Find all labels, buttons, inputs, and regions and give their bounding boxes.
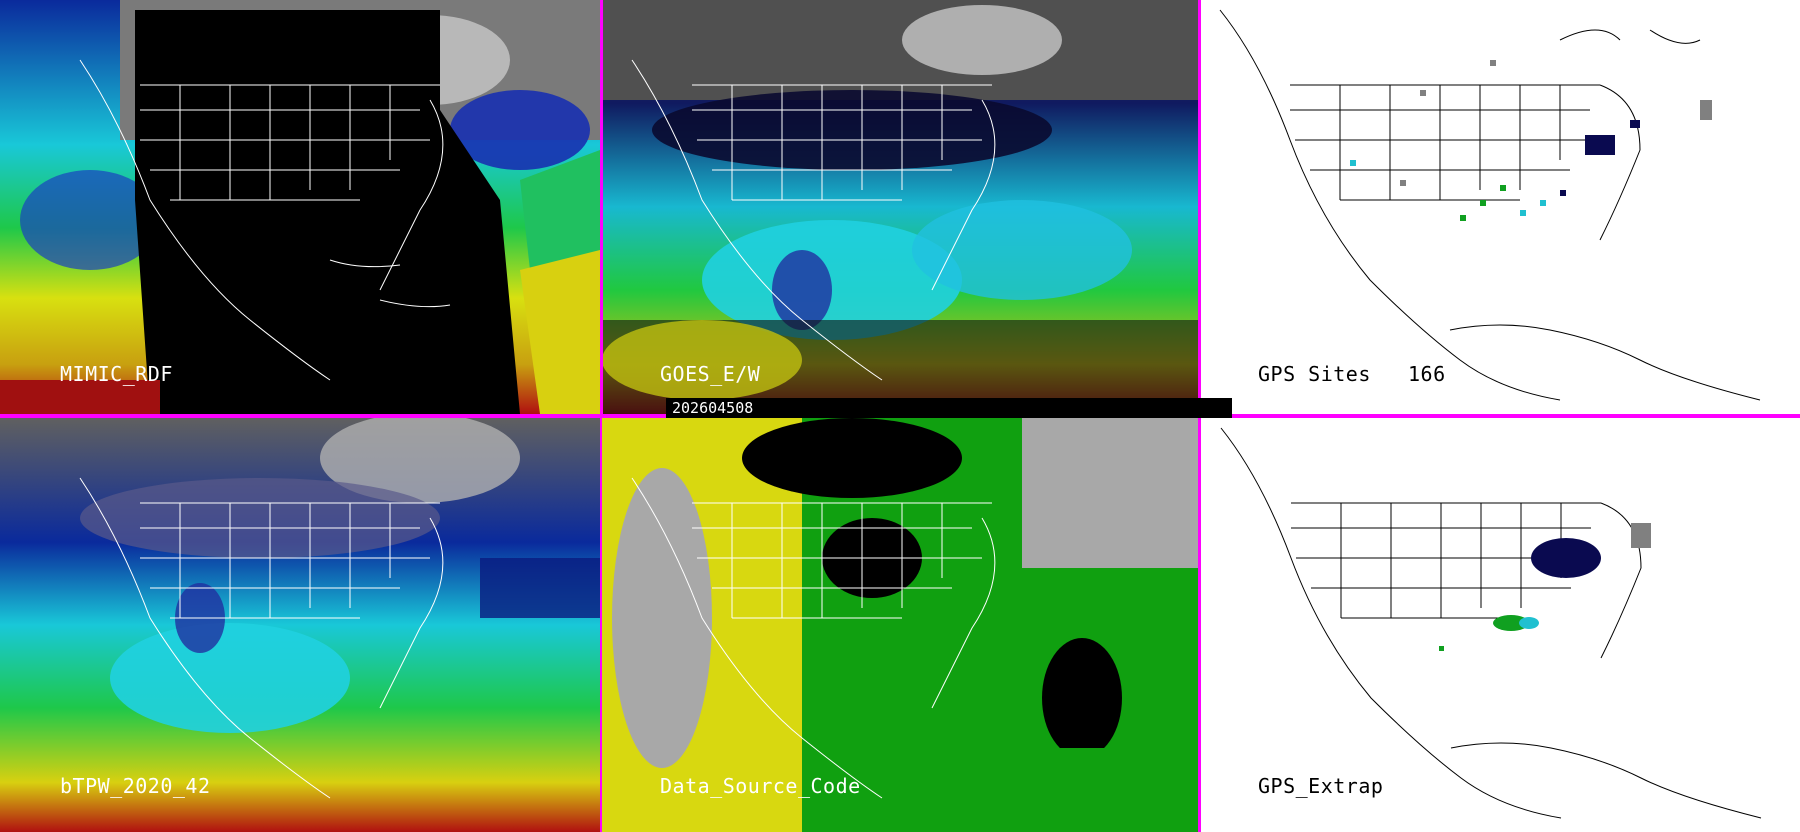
panel-label-gps-sites: GPS Sites	[1258, 362, 1371, 386]
panel-label-goes: GOES_E/W	[660, 362, 761, 386]
panel-label-data-source: Data_Source_Code	[660, 774, 861, 798]
panel-goes: GOES_E/W	[602, 0, 1198, 414]
mimic-rdf-map	[0, 0, 600, 414]
goes-map	[602, 0, 1198, 414]
panel-label-mimic: MIMIC_RDF	[60, 362, 173, 386]
panel-gps-extrap: GPS_Extrap	[1201, 418, 1800, 832]
timestamp-bar: 202604508	[666, 398, 1232, 418]
panel-data-source: Data_Source_Code	[602, 418, 1198, 832]
data-source-map	[602, 418, 1198, 832]
panel-mimic-rdf: MIMIC_RDF	[0, 0, 600, 414]
gps-sites-count: 166	[1408, 362, 1446, 386]
gps-extrap-map	[1220, 427, 1762, 819]
panel-btpw: bTPW_2020_42	[0, 418, 600, 832]
gps-sites-map	[1219, 9, 1761, 401]
vertical-divider-left	[600, 0, 603, 832]
panel-gps-sites: GPS Sites 166	[1200, 0, 1800, 414]
panel-label-gps-extrap: GPS_Extrap	[1258, 774, 1384, 798]
panel-label-btpw: bTPW_2020_42	[60, 774, 211, 798]
btpw-map	[0, 418, 600, 832]
